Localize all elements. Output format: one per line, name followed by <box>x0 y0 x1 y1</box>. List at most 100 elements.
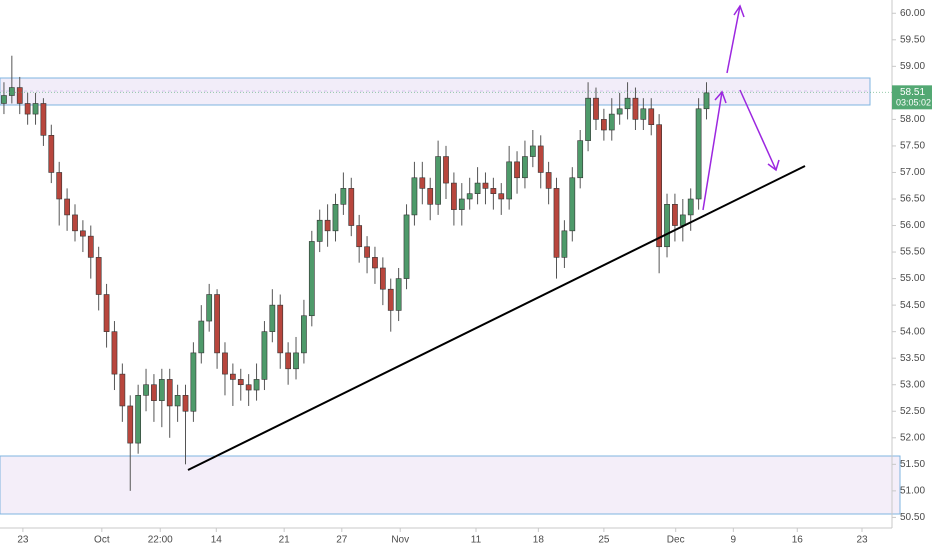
x-tick-label: Dec <box>667 535 685 546</box>
candle-body <box>695 108 702 200</box>
candle-body <box>490 188 497 194</box>
candle-body <box>632 97 639 120</box>
candle-body <box>419 177 426 189</box>
candle-body <box>648 108 655 126</box>
candle <box>703 82 710 120</box>
candle-body <box>285 352 291 370</box>
candle <box>16 76 23 115</box>
candle <box>522 140 528 189</box>
last-price-box <box>892 85 932 110</box>
candle <box>143 368 149 412</box>
x-tick-label: 22:00 <box>148 535 173 546</box>
candle <box>435 140 441 215</box>
candle <box>640 98 647 131</box>
x-tick-label: 14 <box>211 535 223 546</box>
candle-body <box>411 177 418 216</box>
zones <box>0 77 901 515</box>
candle-body <box>593 97 599 120</box>
candle <box>253 363 260 401</box>
candle-body <box>569 177 576 232</box>
y-tick-label: 50.50 <box>900 512 925 523</box>
candle <box>174 384 181 422</box>
candle <box>648 98 655 136</box>
candle-body <box>624 97 631 110</box>
candle-body <box>340 188 347 205</box>
candle <box>498 183 505 215</box>
candle-body <box>466 193 473 200</box>
candle <box>222 342 228 396</box>
candle-body <box>672 204 678 226</box>
candle <box>95 246 102 311</box>
candle <box>482 172 489 205</box>
candle-body <box>230 373 236 380</box>
arrow-down <box>739 89 777 171</box>
candle <box>577 130 584 189</box>
y-tick-label: 51.50 <box>900 459 925 470</box>
candle-body <box>703 92 710 110</box>
y-tick-label: 59.00 <box>900 61 925 72</box>
candle <box>261 321 268 391</box>
axes: 50.50 51.00 51.50 52.00 52.50 53.00 53.50 54.00… <box>0 8 932 546</box>
candle-body <box>237 379 244 386</box>
candle-body <box>158 379 165 401</box>
y-tick-label: 52.50 <box>900 406 925 417</box>
candle <box>182 384 189 465</box>
candle <box>529 130 536 168</box>
candle-body <box>395 278 402 311</box>
candle-body <box>545 172 552 189</box>
candle <box>395 267 402 322</box>
y-tick-label: 53.50 <box>900 353 925 364</box>
candle-body <box>601 119 607 131</box>
candle <box>80 220 86 253</box>
candle-body <box>482 182 489 189</box>
candle-body <box>529 145 536 157</box>
candle <box>127 395 134 491</box>
candle <box>119 363 126 422</box>
candle <box>514 151 520 194</box>
candle-body <box>174 395 181 407</box>
candle-body <box>253 379 260 391</box>
x-tick-label: 25 <box>598 535 610 546</box>
candle <box>206 283 213 332</box>
candle <box>332 193 339 242</box>
candle <box>656 114 662 274</box>
candle-body <box>316 219 323 242</box>
candle-body <box>640 108 647 120</box>
candle-body <box>40 103 47 136</box>
candle <box>490 177 497 210</box>
y-tick-label: 51.00 <box>900 485 925 496</box>
candle <box>411 161 418 226</box>
candle-body <box>48 135 55 173</box>
candle-body <box>190 352 197 412</box>
candle <box>403 204 410 290</box>
candle-body <box>143 384 149 396</box>
y-tick-label: 55.00 <box>900 273 925 284</box>
candle <box>443 145 449 199</box>
candle <box>1 82 7 115</box>
candle <box>285 342 291 385</box>
candle-body <box>222 352 228 375</box>
candle-body <box>64 198 70 216</box>
candle-body <box>151 384 157 401</box>
candle-body <box>585 97 591 141</box>
candle <box>269 289 276 343</box>
candle-body <box>87 235 94 258</box>
candle-body <box>379 267 386 290</box>
candle-body <box>80 230 86 237</box>
candle <box>372 246 378 284</box>
candle <box>348 177 355 237</box>
candle <box>24 92 31 125</box>
candle <box>364 236 370 274</box>
candle-body <box>245 384 252 391</box>
candle <box>387 278 394 332</box>
candle-body <box>1 95 7 104</box>
x-tick-label: 18 <box>533 535 545 546</box>
candle-body <box>72 214 78 232</box>
candle <box>111 321 118 391</box>
candle <box>608 98 615 141</box>
candle <box>664 193 670 258</box>
candle <box>214 289 220 369</box>
candle-body <box>522 156 528 179</box>
candle <box>672 193 678 242</box>
